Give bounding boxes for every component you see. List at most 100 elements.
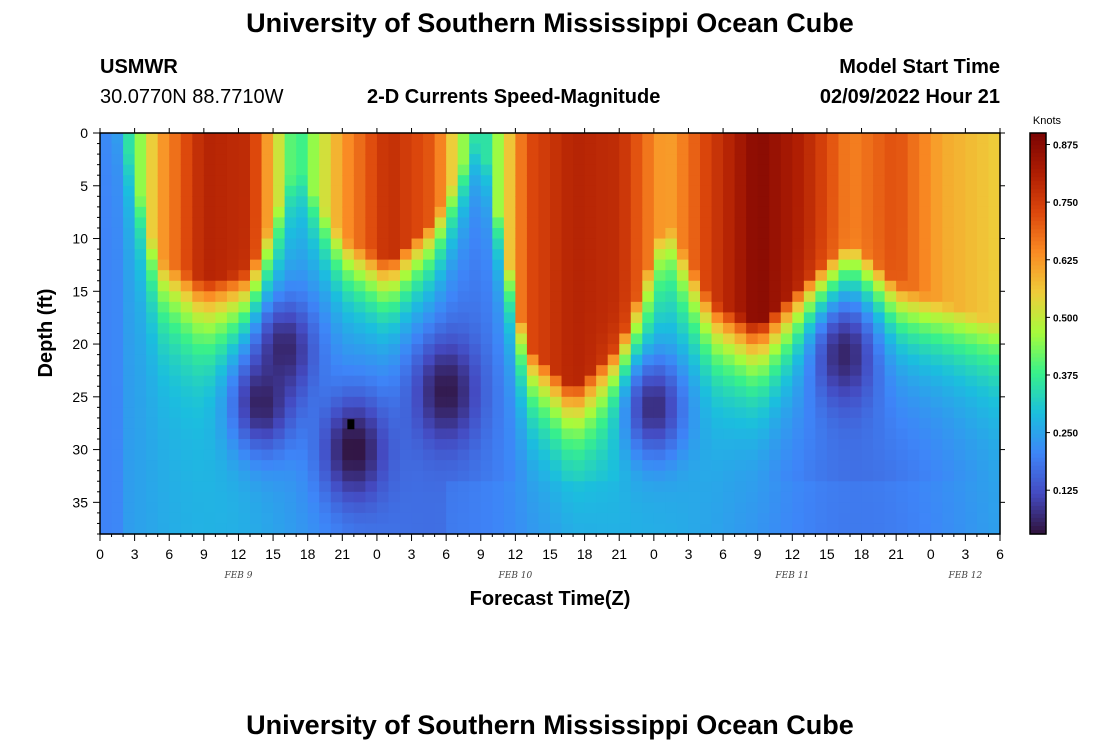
heatmap-cell bbox=[861, 344, 874, 356]
heatmap-cell bbox=[353, 449, 366, 461]
heatmap-cell bbox=[515, 365, 528, 377]
heatmap-cell bbox=[365, 354, 378, 366]
heatmap-cell bbox=[515, 270, 528, 282]
heatmap-cell bbox=[423, 206, 436, 219]
heatmap-cell bbox=[111, 175, 124, 187]
heatmap-cell bbox=[815, 259, 828, 271]
heatmap-cell bbox=[169, 301, 182, 313]
heatmap-cell bbox=[146, 449, 159, 461]
heatmap-cell bbox=[803, 270, 816, 282]
heatmap-cell bbox=[434, 291, 447, 303]
heatmap-cell bbox=[492, 523, 505, 535]
heatmap-cell bbox=[746, 407, 759, 419]
colorbar-swatch bbox=[1030, 209, 1046, 214]
heatmap-cell bbox=[550, 523, 563, 535]
heatmap-cell bbox=[607, 238, 620, 250]
colorbar-swatch bbox=[1030, 501, 1046, 507]
colorbar-swatch bbox=[1030, 157, 1046, 162]
heatmap-cell bbox=[607, 470, 620, 482]
heatmap-cell bbox=[215, 196, 228, 208]
heatmap-cell bbox=[134, 344, 147, 356]
heatmap-cell bbox=[111, 333, 124, 345]
heatmap-cell bbox=[192, 312, 205, 324]
heatmap-cell bbox=[630, 185, 643, 197]
heatmap-cell bbox=[700, 344, 713, 356]
heatmap-cell bbox=[411, 238, 424, 250]
heatmap-cell bbox=[469, 249, 482, 261]
heatmap-cell bbox=[596, 417, 609, 430]
heatmap-cell bbox=[573, 227, 586, 240]
heatmap-cell bbox=[411, 481, 424, 493]
heatmap-cell bbox=[411, 291, 424, 303]
heatmap-cell bbox=[261, 280, 274, 292]
heatmap-cell bbox=[215, 291, 228, 303]
heatmap-cell bbox=[711, 164, 724, 176]
x-tick-label: 0 bbox=[96, 546, 104, 562]
heatmap-cell bbox=[457, 491, 470, 503]
heatmap-cell bbox=[919, 280, 932, 292]
heatmap-cell bbox=[838, 502, 851, 514]
heatmap-cell bbox=[550, 439, 563, 451]
heatmap-cell bbox=[907, 407, 920, 419]
heatmap-cell bbox=[780, 164, 793, 176]
heatmap-cell bbox=[423, 238, 436, 250]
heatmap-cell bbox=[111, 481, 124, 493]
heatmap-cell bbox=[976, 280, 990, 292]
heatmap-cell bbox=[192, 470, 205, 482]
x-tick-label: 18 bbox=[577, 546, 593, 562]
heatmap-cell bbox=[596, 439, 609, 451]
heatmap-cell bbox=[515, 512, 528, 525]
heatmap-cell bbox=[688, 185, 701, 197]
heatmap-cell bbox=[769, 417, 782, 430]
heatmap-cell bbox=[157, 354, 170, 366]
heatmap-cell bbox=[157, 386, 170, 398]
colorbar-swatch bbox=[1030, 233, 1046, 238]
colorbar-swatch bbox=[1030, 205, 1046, 210]
heatmap-cell bbox=[180, 354, 193, 366]
heatmap-cell bbox=[873, 449, 886, 461]
heatmap-cell bbox=[850, 312, 863, 324]
heatmap-cell bbox=[261, 407, 274, 419]
heatmap-cell bbox=[100, 344, 113, 356]
heatmap-cell bbox=[873, 238, 886, 250]
heatmap-cell bbox=[203, 301, 216, 313]
heatmap-cell bbox=[480, 396, 493, 408]
heatmap-cell bbox=[584, 270, 597, 282]
heatmap-cell bbox=[446, 470, 459, 482]
heatmap-cell bbox=[273, 523, 286, 535]
heatmap-cell bbox=[561, 365, 574, 377]
heatmap-cell bbox=[192, 491, 205, 503]
heatmap-cell bbox=[619, 259, 632, 271]
heatmap-cell bbox=[815, 217, 828, 229]
heatmap-cell bbox=[596, 227, 609, 240]
heatmap-cell bbox=[434, 333, 447, 345]
heatmap-cell bbox=[665, 270, 678, 282]
heatmap-cell bbox=[111, 249, 124, 261]
heatmap-cell bbox=[619, 154, 632, 166]
heatmap-cell bbox=[746, 164, 759, 176]
heatmap-cell bbox=[965, 227, 978, 240]
heatmap-cell bbox=[376, 386, 390, 398]
page-title: University of Southern Mississippi Ocean… bbox=[246, 8, 854, 38]
heatmap-cell bbox=[803, 259, 816, 271]
heatmap-cell bbox=[884, 365, 897, 377]
heatmap-cell bbox=[503, 227, 516, 240]
heatmap-cell bbox=[976, 312, 990, 324]
heatmap-cell bbox=[988, 164, 1001, 176]
heatmap-cell bbox=[169, 154, 182, 166]
heatmap-cell bbox=[734, 217, 747, 229]
heatmap-cell bbox=[296, 428, 309, 440]
heatmap-cell bbox=[157, 154, 170, 166]
heatmap-cell bbox=[792, 259, 805, 271]
heatmap-cell bbox=[976, 238, 990, 250]
heatmap-cell bbox=[803, 386, 816, 398]
heatmap-cell bbox=[619, 280, 632, 292]
heatmap-cell bbox=[896, 291, 909, 303]
heatmap-cell bbox=[238, 164, 251, 176]
heatmap-cell bbox=[607, 185, 620, 197]
heatmap-cell bbox=[123, 143, 136, 155]
heatmap-cell bbox=[734, 481, 747, 493]
heatmap-cell bbox=[734, 365, 747, 377]
heatmap-cell bbox=[157, 280, 170, 292]
heatmap-cell bbox=[469, 375, 482, 387]
